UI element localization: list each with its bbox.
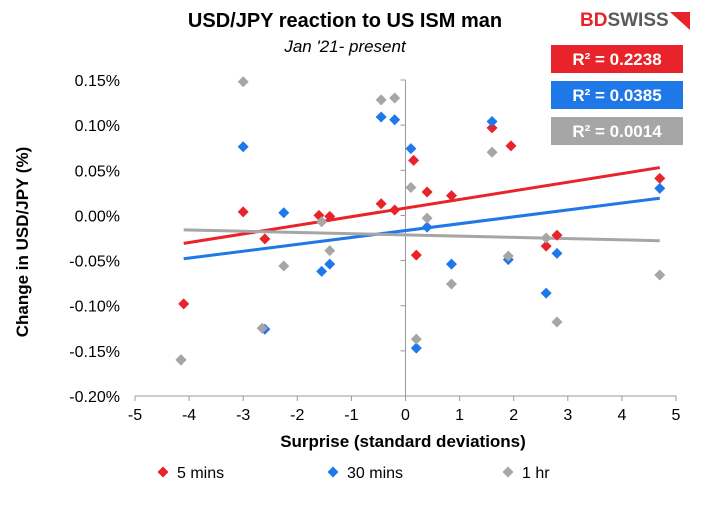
legend-label: 30 mins [347,465,403,482]
data-point [486,116,498,128]
data-point [375,94,387,106]
y-tick-label: 0.00% [75,208,120,225]
data-point [486,146,498,158]
x-tick-label: 4 [617,407,626,424]
trendlines [183,166,661,261]
data-point [421,212,433,224]
data-point [445,278,457,290]
data-point [316,265,328,277]
logo-arrow-icon [670,12,690,30]
legend-marker [502,466,514,478]
y-tick-label: 0.05% [75,163,120,180]
x-axis-title: Surprise (standard deviations) [280,432,526,451]
r-squared-label: R² = 0.0014 [572,122,662,141]
data-point [654,172,666,184]
data-point [410,342,422,354]
data-point [654,269,666,281]
x-tick-label: -1 [344,407,358,424]
svg-text:BDSWISS: BDSWISS [580,10,669,31]
y-tick-label: -0.10% [69,299,120,316]
data-point [178,298,190,310]
x-tick-label: -3 [236,407,250,424]
data-point [540,287,552,299]
data-point [375,198,387,210]
x-tick-label: 5 [672,407,681,424]
y-tick-label: 0.15% [75,73,120,90]
legend-marker [157,466,169,478]
data-point [551,316,563,328]
data-point [410,249,422,261]
y-tick-label: 0.10% [75,118,120,135]
data-point [278,260,290,272]
data-point [324,258,336,270]
data-point [445,190,457,202]
data-point [540,232,552,244]
data-point [278,207,290,219]
chart-title: USD/JPY reaction to US ISM man [188,10,502,32]
trendline [183,228,660,243]
data-point [408,154,420,166]
data-point [316,216,328,228]
y-tick-label: -0.05% [69,254,120,271]
data-point [505,140,517,152]
legend: 5 mins 30 mins 1 hr [157,465,550,482]
data-point [551,247,563,259]
trendline [183,196,660,261]
legend-marker [327,466,339,478]
data-point [486,122,498,134]
data-point [324,245,336,257]
data-point [445,258,457,270]
legend-label: 5 mins [177,465,224,482]
r-squared-label: R² = 0.2238 [572,50,661,69]
y-axis-title: Change in USD/JPY (%) [13,147,32,338]
data-point [237,76,249,88]
data-point [502,250,514,262]
data-point [324,210,336,222]
data-point [421,221,433,233]
data-point [175,354,187,366]
data-point [375,111,387,123]
logo-bd-text: BD [580,10,607,31]
data-point [389,92,401,104]
x-tick-label: -5 [128,407,142,424]
data-point [540,240,552,252]
legend-label: 1 hr [522,465,550,482]
data-point [259,233,271,245]
brand-logo: BDSWISS [580,10,690,31]
x-tick-label: 0 [401,407,410,424]
data-point [389,204,401,216]
r-squared-box [551,81,683,109]
x-tick-label: 2 [509,407,518,424]
data-point [256,322,268,334]
r-squared-box [551,45,683,73]
data-point [237,206,249,218]
x-tick-label: -2 [290,407,304,424]
axes: -5 -4 -3 -2 -1 0 1 2 3 4 5 -0.20% -0.15% -0.10% -0.05%… [69,73,680,424]
y-tick-label: -0.15% [69,344,120,361]
x-tick-label: 3 [563,407,572,424]
data-point [410,333,422,345]
x-tick-label: 1 [455,407,464,424]
r-squared-label: R² = 0.0385 [572,86,661,105]
r-squared-box [551,117,683,145]
data-point [405,181,417,193]
data-point [237,141,249,153]
data-point [551,229,563,241]
data-points [175,76,666,366]
logo-swiss-text: SWISS [607,10,668,31]
data-point [405,143,417,155]
y-tick-label: -0.20% [69,389,120,406]
r-squared-labels: R² = 0.2238 R² = 0.0385 R² = 0.0014 [551,45,683,145]
data-point [654,182,666,194]
data-point [421,186,433,198]
data-point [389,114,401,126]
chart-subtitle: Jan '21- present [283,37,407,56]
x-tick-label: -4 [182,407,196,424]
